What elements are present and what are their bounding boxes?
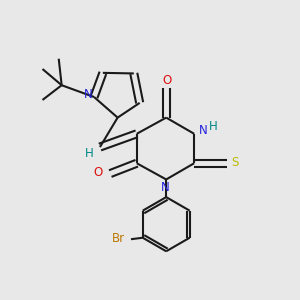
Text: N: N bbox=[161, 181, 170, 194]
Text: Br: Br bbox=[112, 232, 125, 245]
Text: N: N bbox=[199, 124, 207, 137]
Text: H: H bbox=[209, 120, 218, 133]
Text: S: S bbox=[232, 156, 239, 169]
Text: H: H bbox=[84, 147, 93, 160]
Text: N: N bbox=[84, 88, 92, 100]
Text: O: O bbox=[162, 74, 171, 87]
Text: O: O bbox=[93, 167, 103, 179]
